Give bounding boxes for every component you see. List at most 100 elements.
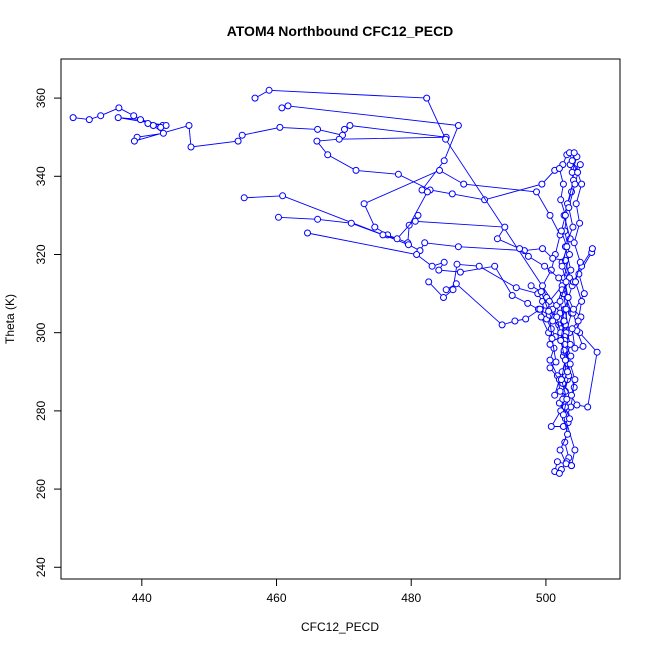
data-point — [275, 213, 282, 221]
data-point — [511, 317, 519, 325]
data-point — [69, 114, 77, 122]
data-point — [564, 368, 571, 376]
data-point — [393, 235, 401, 243]
data-point — [456, 268, 464, 276]
data-point — [442, 286, 450, 294]
data-point — [278, 104, 286, 112]
data-point — [553, 458, 561, 466]
data-point — [555, 165, 563, 172]
series-line — [278, 215, 566, 345]
data-point — [574, 317, 582, 325]
data-point — [533, 188, 540, 196]
data-point — [557, 227, 565, 235]
series-group — [251, 86, 584, 470]
y-axis-label: Theta (K) — [3, 294, 17, 344]
data-point — [538, 180, 546, 188]
series-line — [254, 89, 582, 467]
data-point — [537, 288, 545, 296]
y-tick-label: 280 — [34, 401, 48, 421]
y-axis: 240 260 280 300 320 340 360 — [34, 88, 62, 577]
data-point — [238, 131, 246, 139]
data-point — [546, 356, 554, 364]
y-tick-label: 360 — [34, 88, 48, 108]
series-group — [527, 149, 587, 352]
data-point — [546, 211, 554, 219]
data-point — [454, 122, 462, 129]
y-tick-label: 320 — [34, 244, 48, 264]
data-point — [584, 403, 592, 411]
data-point — [187, 143, 195, 151]
data-point — [428, 262, 436, 270]
series-group — [69, 104, 578, 473]
series-group — [442, 280, 579, 423]
data-point — [552, 358, 560, 366]
data-point — [562, 278, 570, 286]
data-point — [276, 123, 284, 131]
data-point — [130, 112, 138, 120]
data-point — [414, 211, 422, 219]
data-point — [352, 166, 360, 174]
data-point — [159, 129, 167, 137]
data-point — [539, 245, 546, 253]
series-group — [278, 102, 564, 395]
data-point — [578, 180, 586, 188]
data-point — [593, 348, 601, 356]
data-point — [524, 299, 532, 307]
data-point — [547, 266, 555, 274]
x-tick-label: 500 — [536, 591, 556, 605]
data-point — [185, 122, 193, 129]
data-point — [570, 305, 577, 313]
data-point — [449, 286, 457, 294]
data-point — [421, 239, 429, 247]
data-point — [240, 194, 248, 202]
data-point — [411, 217, 419, 225]
data-point — [576, 219, 584, 227]
data-point — [97, 112, 105, 120]
data-point — [549, 254, 557, 262]
data-point — [335, 135, 343, 143]
data-point — [527, 282, 535, 290]
series-group — [275, 211, 569, 348]
data-point — [588, 245, 596, 253]
data-point — [561, 211, 569, 219]
data-point — [546, 340, 554, 348]
data-point — [570, 149, 578, 157]
data-point — [567, 266, 575, 274]
data-point — [571, 344, 579, 352]
data-point — [568, 391, 575, 399]
x-axis: 440 460 480 500 — [132, 578, 556, 605]
data-point — [572, 200, 580, 208]
data-point — [556, 297, 564, 305]
data-point — [448, 190, 456, 198]
data-point — [85, 116, 93, 124]
data-point — [304, 229, 311, 237]
data-point — [576, 161, 584, 169]
data-point — [555, 469, 563, 477]
data-point — [149, 122, 157, 129]
data-point — [436, 166, 443, 174]
chart-title: ATOM4 Northbound CFC12_PECD — [227, 23, 454, 39]
data-point — [413, 251, 421, 258]
data-point — [265, 86, 273, 94]
data-point — [508, 292, 516, 299]
data-point — [549, 317, 557, 325]
data-point — [130, 137, 138, 145]
data-point — [539, 282, 546, 290]
data-point — [423, 188, 431, 196]
x-axis-label: CFC12_PECD — [301, 620, 379, 634]
data-point — [576, 258, 584, 266]
data-point — [501, 223, 509, 231]
data-point — [405, 241, 412, 249]
data-point — [512, 284, 520, 292]
data-point — [442, 135, 450, 143]
data-point — [547, 423, 555, 430]
data-point — [548, 335, 556, 342]
data-point — [324, 151, 332, 159]
data-point — [347, 219, 355, 227]
data-point — [114, 114, 122, 122]
data-point — [545, 307, 553, 315]
x-tick-label: 440 — [132, 591, 152, 605]
data-point — [440, 258, 448, 266]
data-point — [341, 125, 348, 133]
